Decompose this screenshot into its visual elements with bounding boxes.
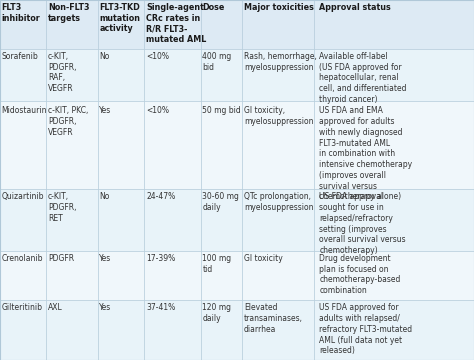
Bar xyxy=(0,300,46,360)
Text: PDGFR: PDGFR xyxy=(48,254,74,263)
Text: US FDA approved for
adults with relapsed/
refractory FLT3-mutated
AML (full data: US FDA approved for adults with relapsed… xyxy=(319,303,412,355)
Bar xyxy=(144,101,201,189)
Text: 50 mg bid: 50 mg bid xyxy=(202,107,241,116)
Text: Available off-label
(US FDA approved for
hepatocellular, renal
cell, and differe: Available off-label (US FDA approved for… xyxy=(319,52,407,104)
Bar xyxy=(46,49,98,101)
Bar xyxy=(201,101,242,189)
Bar xyxy=(242,251,314,300)
Text: c-KIT,
PDGFR,
RAF,
VEGFR: c-KIT, PDGFR, RAF, VEGFR xyxy=(48,52,76,93)
Bar xyxy=(144,49,201,101)
Bar xyxy=(314,0,474,49)
Bar xyxy=(98,0,144,49)
Bar xyxy=(314,300,474,360)
Bar xyxy=(314,189,474,251)
Text: Yes: Yes xyxy=(100,303,111,312)
Bar xyxy=(144,300,201,360)
Bar xyxy=(242,189,314,251)
Text: Sorafenib: Sorafenib xyxy=(1,52,38,61)
Text: FLT3
inhibitor: FLT3 inhibitor xyxy=(1,3,40,23)
Bar xyxy=(46,251,98,300)
Text: <10%: <10% xyxy=(146,107,169,116)
Text: Crenolanib: Crenolanib xyxy=(1,254,43,263)
Text: Major toxicities: Major toxicities xyxy=(244,3,314,12)
Text: c-KIT, PKC,
PDGFR,
VEGFR: c-KIT, PKC, PDGFR, VEGFR xyxy=(48,107,88,137)
Text: 400 mg
bid: 400 mg bid xyxy=(202,52,232,72)
Text: 120 mg
daily: 120 mg daily xyxy=(202,303,231,323)
Bar xyxy=(144,251,201,300)
Bar xyxy=(0,0,46,49)
Bar xyxy=(98,49,144,101)
Bar xyxy=(201,189,242,251)
Bar xyxy=(144,189,201,251)
Bar xyxy=(98,251,144,300)
Bar xyxy=(314,49,474,101)
Text: Dose: Dose xyxy=(202,3,225,12)
Text: Elevated
transaminases,
diarrhea: Elevated transaminases, diarrhea xyxy=(244,303,303,334)
Text: QTc prolongation,
myelosuppression: QTc prolongation, myelosuppression xyxy=(244,193,313,212)
Text: 100 mg
tid: 100 mg tid xyxy=(202,254,231,274)
Text: 24-47%: 24-47% xyxy=(146,193,175,202)
Bar xyxy=(46,189,98,251)
Bar xyxy=(46,101,98,189)
Bar xyxy=(201,49,242,101)
Text: c-KIT,
PDGFR,
RET: c-KIT, PDGFR, RET xyxy=(48,193,76,223)
Bar xyxy=(242,49,314,101)
Text: 17-39%: 17-39% xyxy=(146,254,175,263)
Text: Drug development
plan is focused on
chemotherapy-based
combination: Drug development plan is focused on chem… xyxy=(319,254,401,295)
Bar xyxy=(201,0,242,49)
Text: Rash, hemorrhage,
myelosuppression: Rash, hemorrhage, myelosuppression xyxy=(244,52,317,72)
Text: Non-FLT3
targets: Non-FLT3 targets xyxy=(48,3,90,23)
Bar xyxy=(144,0,201,49)
Bar xyxy=(201,251,242,300)
Text: US FDA and EMA
approved for adults
with newly diagnosed
FLT3-mutated AML
in comb: US FDA and EMA approved for adults with … xyxy=(319,107,412,202)
Text: FLT3-TKD
mutation
activity: FLT3-TKD mutation activity xyxy=(100,3,140,33)
Bar xyxy=(0,49,46,101)
Bar xyxy=(46,0,98,49)
Text: Yes: Yes xyxy=(100,254,111,263)
Text: Quizartinib: Quizartinib xyxy=(1,193,44,202)
Bar xyxy=(46,300,98,360)
Text: No: No xyxy=(100,193,109,202)
Bar xyxy=(0,251,46,300)
Text: Gilteritinib: Gilteritinib xyxy=(1,303,42,312)
Bar xyxy=(98,300,144,360)
Bar xyxy=(98,101,144,189)
Text: No: No xyxy=(100,52,109,61)
Text: Single-agent
CRc rates in
R/R FLT3-
mutated AML: Single-agent CRc rates in R/R FLT3- muta… xyxy=(146,3,206,44)
Text: <10%: <10% xyxy=(146,52,169,61)
Text: US FDA approval
sought for use in
relapsed/refractory
setting (improves
overall : US FDA approval sought for use in relaps… xyxy=(319,193,406,255)
Text: Yes: Yes xyxy=(100,107,111,116)
Bar xyxy=(0,189,46,251)
Bar xyxy=(0,101,46,189)
Bar xyxy=(242,0,314,49)
Text: GI toxicity: GI toxicity xyxy=(244,254,283,263)
Text: Approval status: Approval status xyxy=(319,3,391,12)
Bar xyxy=(201,300,242,360)
Text: 30-60 mg
daily: 30-60 mg daily xyxy=(202,193,239,212)
Bar xyxy=(314,101,474,189)
Text: Midostaurin: Midostaurin xyxy=(1,107,47,116)
Bar xyxy=(314,251,474,300)
Text: 37-41%: 37-41% xyxy=(146,303,175,312)
Bar xyxy=(242,300,314,360)
Bar xyxy=(98,189,144,251)
Text: AXL: AXL xyxy=(48,303,63,312)
Bar xyxy=(242,101,314,189)
Text: GI toxicity,
myelosuppression: GI toxicity, myelosuppression xyxy=(244,107,313,126)
